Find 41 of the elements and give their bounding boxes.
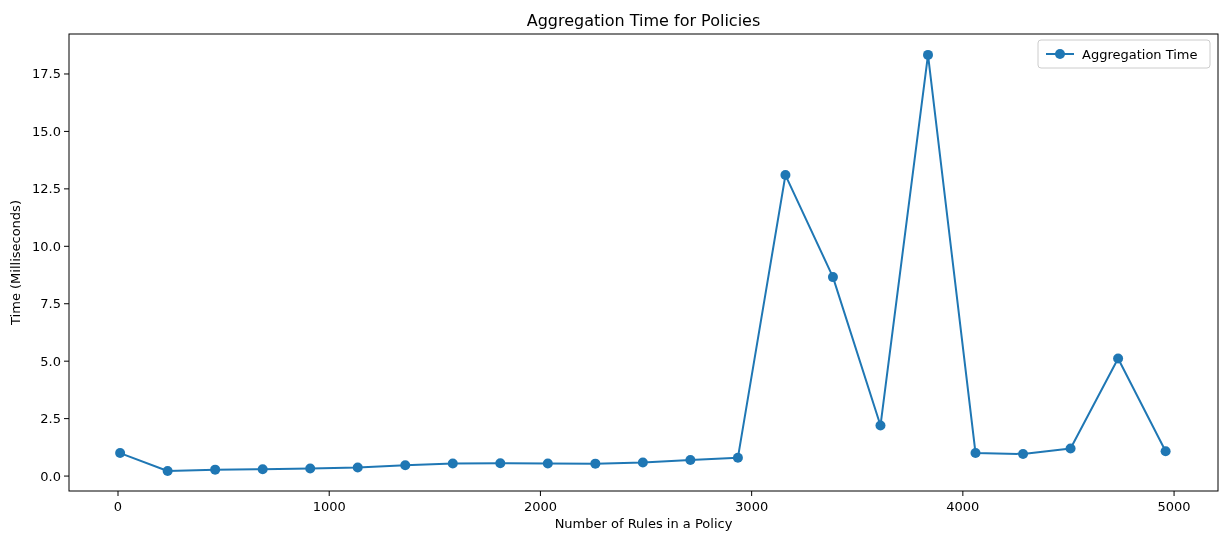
x-tick-label: 3000 bbox=[735, 499, 769, 514]
x-tick-label: 1000 bbox=[312, 499, 346, 514]
y-tick-label: 10.0 bbox=[32, 238, 61, 254]
point bbox=[210, 464, 221, 475]
y-tick-label: 17.5 bbox=[32, 66, 61, 82]
chart-title: Aggregation Time for Policies bbox=[526, 11, 761, 30]
point bbox=[732, 452, 743, 463]
point bbox=[400, 460, 411, 471]
point bbox=[590, 458, 601, 469]
y-tick-label: 0.0 bbox=[40, 468, 61, 484]
y-tick-label: 7.5 bbox=[40, 296, 61, 312]
point bbox=[162, 466, 173, 477]
point bbox=[542, 458, 553, 469]
point bbox=[637, 457, 648, 468]
point bbox=[115, 448, 126, 459]
point bbox=[1160, 446, 1171, 457]
y-tick-label: 5.0 bbox=[40, 353, 61, 369]
x-axis-title: Number of Rules in a Policy bbox=[554, 516, 733, 531]
point bbox=[1065, 443, 1076, 454]
y-tick-label: 15.0 bbox=[32, 123, 61, 139]
point bbox=[305, 463, 316, 474]
point bbox=[970, 448, 981, 459]
point bbox=[923, 49, 933, 60]
point bbox=[875, 420, 886, 431]
y-tick-label: 12.5 bbox=[32, 181, 61, 197]
x-tick-label: 5000 bbox=[1157, 499, 1191, 514]
point bbox=[827, 272, 838, 283]
point bbox=[257, 464, 268, 475]
x-tick-label: 2000 bbox=[523, 499, 557, 514]
point bbox=[1113, 353, 1124, 364]
point bbox=[447, 458, 458, 469]
point bbox=[352, 462, 363, 473]
x-tick-label: 0 bbox=[113, 499, 123, 514]
point bbox=[685, 454, 696, 465]
y-tick-label: 2.5 bbox=[40, 411, 61, 427]
legend-label: Aggregation Time bbox=[1082, 47, 1198, 62]
point bbox=[495, 458, 506, 469]
point bbox=[1018, 449, 1029, 460]
point bbox=[780, 170, 791, 181]
y-axis-title: Time (Milliseconds) bbox=[8, 200, 23, 326]
x-tick-label: 4000 bbox=[946, 499, 980, 514]
